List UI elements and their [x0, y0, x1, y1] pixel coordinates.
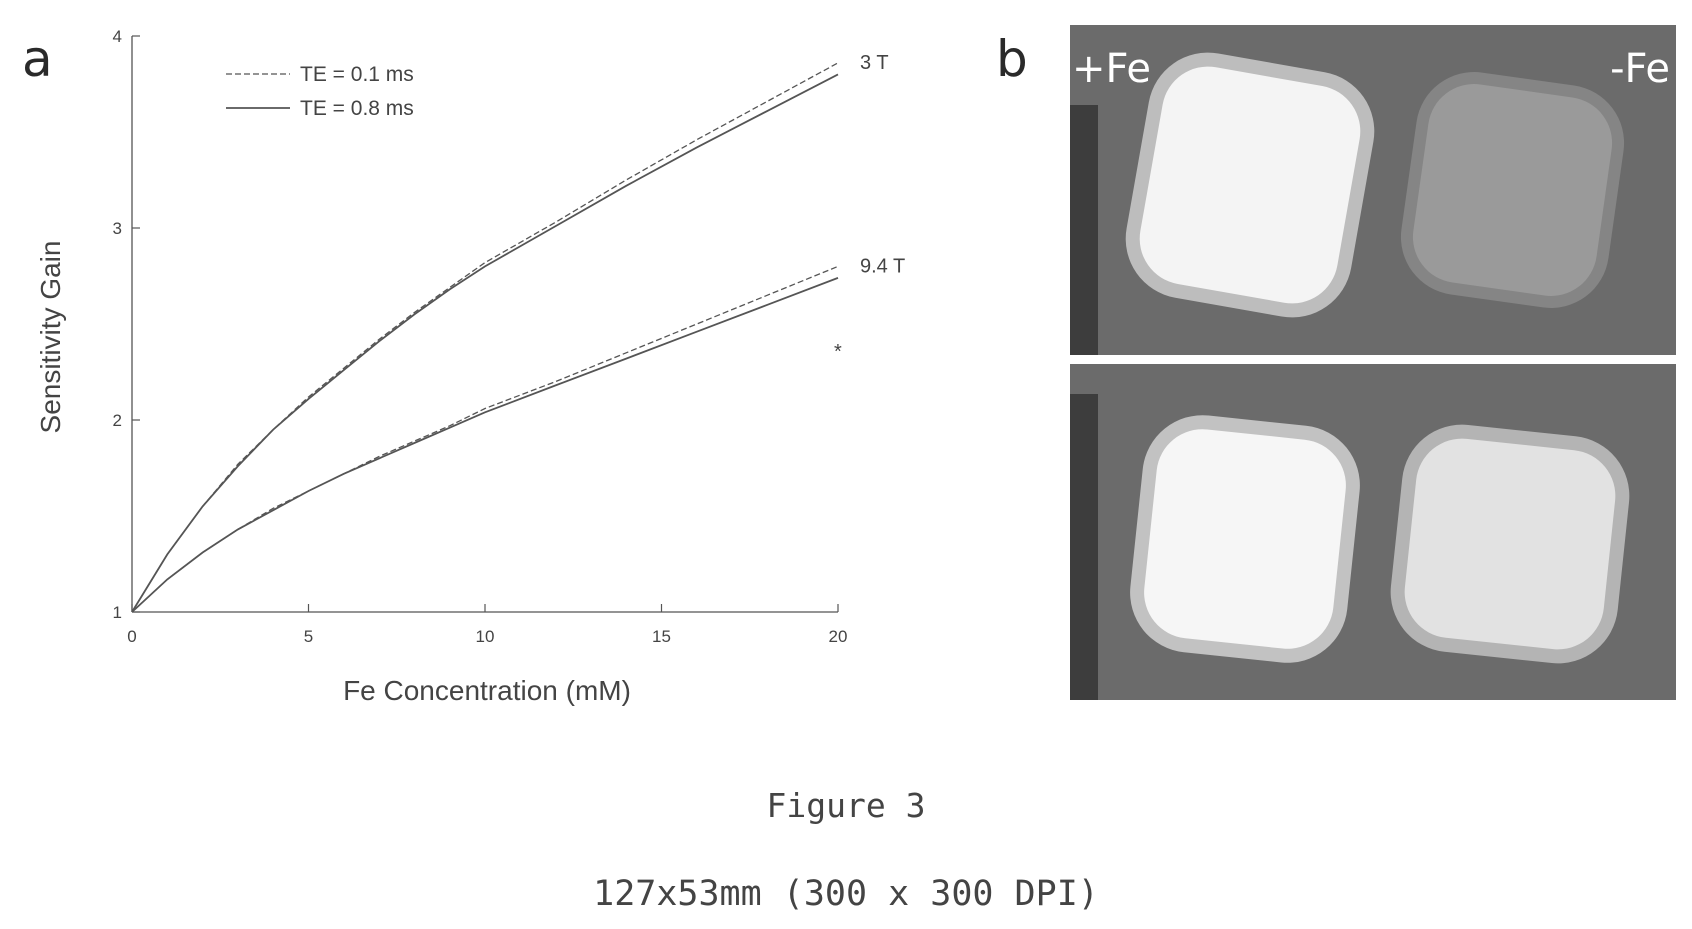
- x-tick-label-15: 15: [652, 627, 671, 646]
- chart-legend: TE = 0.1 ms TE = 0.8 ms: [226, 63, 414, 120]
- y-tick-label-4: 4: [113, 27, 122, 46]
- field-label-0: 3 T: [860, 52, 889, 74]
- phantom-minus-fe: [1406, 78, 1619, 302]
- series-line-94T-te08: [131, 277, 839, 613]
- x-tick-label-10: 10: [476, 627, 495, 646]
- field-label-1: 9.4 T: [860, 255, 905, 277]
- phantom-plus-fe-bottom: [1139, 424, 1351, 654]
- label-minus-fe: -Fe: [1610, 46, 1670, 92]
- y-tick-label-1: 1: [113, 603, 122, 622]
- image-edge-strip: [1070, 394, 1098, 700]
- significance-asterisk: *: [834, 341, 842, 363]
- mri-image-top: +Fe -Fe: [1070, 25, 1676, 355]
- y-tick-label-2: 2: [113, 411, 122, 430]
- panel-b-label: b: [996, 30, 1028, 88]
- chart-axes: 0 5 10 15 20 1 2 3 4: [113, 27, 848, 646]
- y-tick-label-3: 3: [113, 219, 122, 238]
- chart-series: [131, 62, 839, 613]
- label-plus-fe: +Fe: [1072, 46, 1151, 92]
- phantom-minus-fe-bottom: [1400, 434, 1620, 654]
- panel-a-label: a: [22, 30, 53, 88]
- figure-size-caption: 127x53mm (300 x 300 DPI): [593, 874, 1099, 914]
- y-axis-title: Sensitivity Gain: [35, 241, 66, 434]
- x-tick-label-0: 0: [127, 627, 136, 646]
- x-tick-label-5: 5: [304, 627, 313, 646]
- figure-caption: Figure 3: [766, 786, 926, 825]
- chart-annotations: 3 T 9.4 T *: [834, 52, 905, 363]
- legend-entry-0: TE = 0.1 ms: [300, 63, 414, 86]
- x-axis-title: Fe Concentration (mM): [343, 675, 631, 706]
- series-line-3T-te08: [131, 73, 839, 613]
- image-edge-strip: [1070, 105, 1098, 355]
- phantom-plus-fe: [1132, 59, 1368, 311]
- mri-image-bottom: [1070, 364, 1676, 700]
- x-tick-label-20: 20: [829, 627, 848, 646]
- legend-entry-1: TE = 0.8 ms: [300, 97, 414, 120]
